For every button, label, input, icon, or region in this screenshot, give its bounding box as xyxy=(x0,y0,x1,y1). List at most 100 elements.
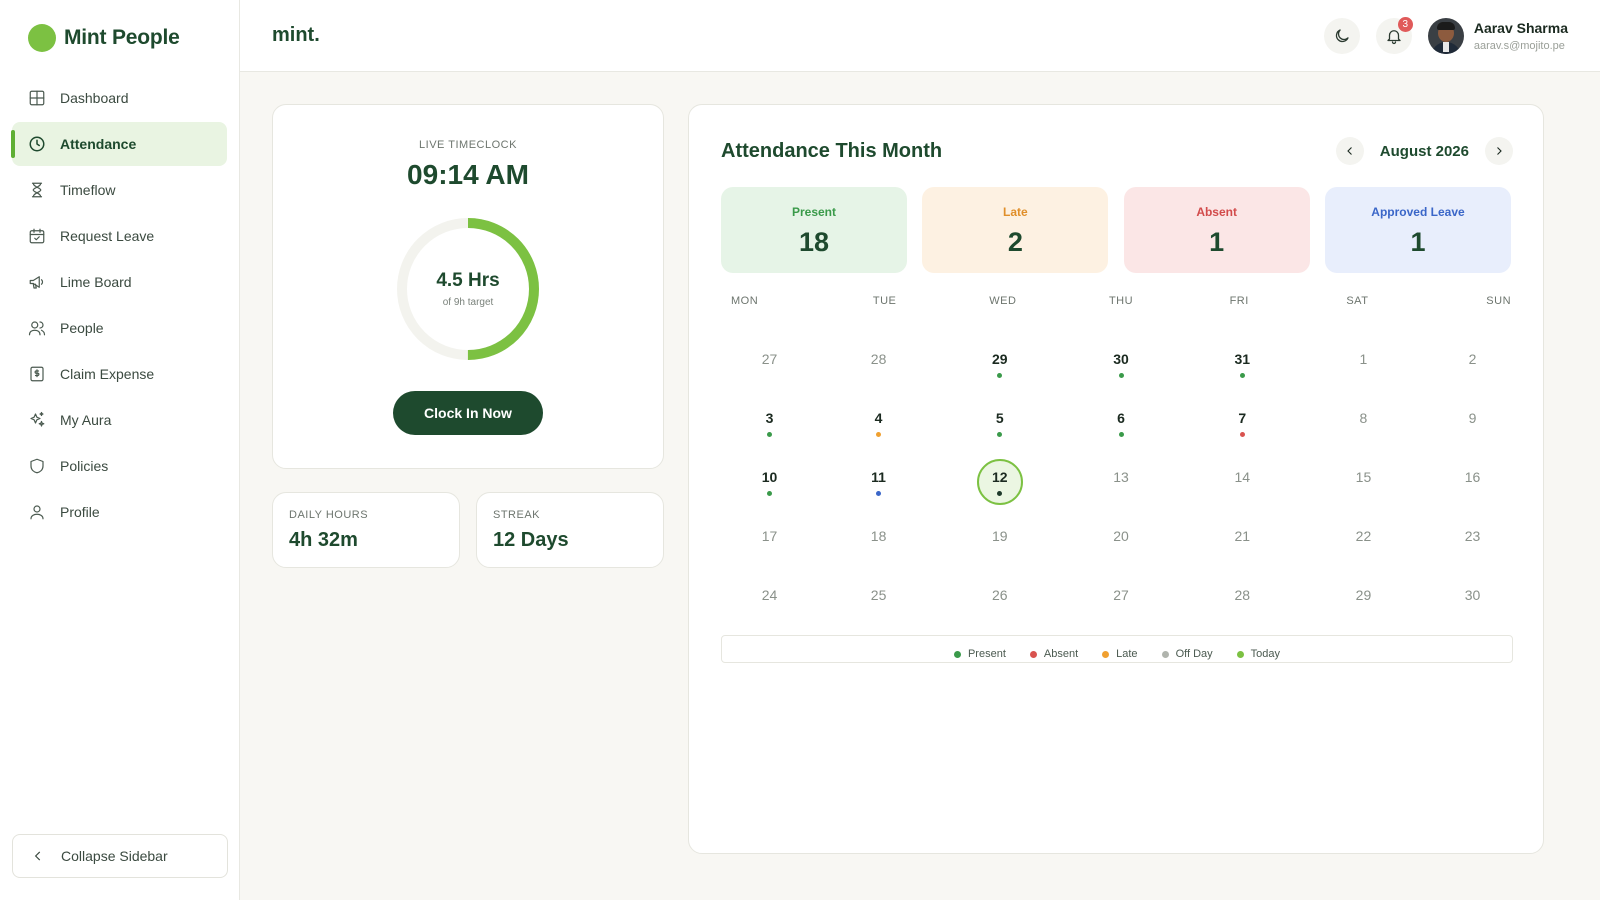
sidebar-item-request-leave[interactable]: Request Leave xyxy=(12,214,227,258)
sidebar-item-my-aura[interactable]: My Aura xyxy=(12,398,227,442)
calendar-day[interactable]: 9 xyxy=(1424,394,1521,453)
brand[interactable]: Mint People xyxy=(0,0,239,76)
day-number: 23 xyxy=(1464,528,1481,544)
calendar-day[interactable]: 20 xyxy=(1060,512,1181,571)
status-dot-empty xyxy=(1361,550,1366,555)
calendar-day[interactable]: 13 xyxy=(1060,453,1181,512)
calendar-day[interactable]: 16 xyxy=(1424,453,1521,512)
calendar-day[interactable]: 14 xyxy=(1182,453,1303,512)
calendar-day[interactable]: 15 xyxy=(1303,453,1424,512)
sidebar-item-claim-expense[interactable]: Claim Expense xyxy=(12,352,227,396)
day-number: 29 xyxy=(992,351,1008,367)
day-number: 26 xyxy=(992,587,1008,603)
calendar-day[interactable]: 4 xyxy=(818,394,939,453)
legend-item: Absent xyxy=(1029,648,1078,660)
weekday-label: SUN xyxy=(1486,295,1512,307)
status-dot-empty xyxy=(1470,550,1475,555)
calendar-day[interactable]: 23 xyxy=(1424,512,1521,571)
calendar-day[interactable]: 1 xyxy=(1303,335,1424,394)
calendar-day[interactable]: 18 xyxy=(818,512,939,571)
summary-value: 2 xyxy=(1007,227,1023,257)
calendar-day[interactable]: 25 xyxy=(818,571,939,630)
calendar-day[interactable]: 28 xyxy=(818,335,939,394)
sidebar-nav: Dashboard Attendance Timeflow Request Le… xyxy=(0,76,239,534)
legend-dot xyxy=(1236,650,1244,658)
calendar-day[interactable]: 3 xyxy=(721,394,818,453)
avatar xyxy=(1427,17,1464,54)
calendar-day[interactable]: 6 xyxy=(1060,394,1181,453)
calendar-day[interactable]: 27 xyxy=(721,335,818,394)
legend-item: Present xyxy=(953,648,1006,660)
day-number: 5 xyxy=(995,410,1004,426)
calendar-day[interactable]: 24 xyxy=(721,571,818,630)
calendar-day[interactable]: 21 xyxy=(1182,512,1303,571)
status-dot-empty xyxy=(1240,491,1245,496)
sidebar-item-dashboard[interactable]: Dashboard xyxy=(12,76,227,120)
calendar-week-row: 24 25 26 27 28 29 30 xyxy=(721,571,1521,630)
sidebar-item-policies[interactable]: Policies xyxy=(12,444,227,488)
theme-toggle-button[interactable] xyxy=(1323,17,1360,54)
user-menu[interactable]: Aarav Sharma aarav.s@mojito.pe xyxy=(1427,17,1568,54)
header-logo[interactable]: mint. xyxy=(272,24,320,46)
status-dot-empty xyxy=(876,373,881,378)
weekday-label: TUE xyxy=(872,295,897,307)
status-dot-empty xyxy=(1119,550,1124,555)
calendar-day[interactable]: 2 xyxy=(1424,335,1521,394)
day-number: 22 xyxy=(1355,528,1372,544)
calendar-day[interactable]: 22 xyxy=(1303,512,1424,571)
calendar-day[interactable]: 30 xyxy=(1060,335,1181,394)
status-dot-empty xyxy=(1470,609,1475,614)
day-number: 12 xyxy=(992,469,1008,485)
calendar-day[interactable]: 19 xyxy=(939,512,1060,571)
weekday-label: SAT xyxy=(1346,295,1369,307)
calendar-day[interactable]: 29 xyxy=(1303,571,1424,630)
status-dot-empty xyxy=(1361,373,1366,378)
calendar-day[interactable]: 5 xyxy=(939,394,1060,453)
calendar-day[interactable]: 27 xyxy=(1060,571,1181,630)
calendar-day[interactable]: 8 xyxy=(1303,394,1424,453)
calendar-day[interactable]: 31 xyxy=(1182,335,1303,394)
previous-month-button[interactable] xyxy=(1335,137,1364,165)
calendar-day[interactable]: 17 xyxy=(721,512,818,571)
weekday-label: MON xyxy=(731,295,759,307)
status-dot xyxy=(1239,432,1245,437)
sidebar-item-profile[interactable]: Profile xyxy=(12,490,227,534)
sidebar-item-people[interactable]: People xyxy=(12,306,227,350)
status-dot-empty xyxy=(997,609,1002,614)
calendar-day[interactable]: 26 xyxy=(939,571,1060,630)
daily-hours-card: DAILY HOURS 4h 32m xyxy=(272,492,460,568)
day-number: 3 xyxy=(765,410,774,426)
sidebar-item-timeflow[interactable]: Timeflow xyxy=(12,168,227,212)
clock-in-button[interactable]: Clock In Now xyxy=(393,391,543,435)
summary-absent: Absent 1 xyxy=(1123,187,1310,273)
calendar-day[interactable]: 11 xyxy=(818,453,939,512)
calendar-day[interactable]: 28 xyxy=(1182,571,1303,630)
day-number: 31 xyxy=(1234,351,1251,367)
chevron-left-icon xyxy=(34,851,41,861)
calendar-day[interactable]: 29 xyxy=(939,335,1060,394)
day-number: 25 xyxy=(870,587,887,603)
status-dot xyxy=(1239,373,1245,378)
day-number: 21 xyxy=(1234,528,1251,544)
weekday-label: WED xyxy=(989,295,1017,307)
sidebar-item-label: Timeflow xyxy=(60,182,116,198)
day-number: 16 xyxy=(1464,469,1481,485)
sidebar-item-lime-board[interactable]: Lime Board xyxy=(12,260,227,304)
day-number: 29 xyxy=(1355,587,1372,603)
collapse-sidebar-button[interactable]: Collapse Sidebar xyxy=(12,834,228,878)
status-dot xyxy=(876,491,882,496)
moon-icon xyxy=(1335,28,1349,42)
calendar-day[interactable]: 30 xyxy=(1424,571,1521,630)
next-month-button[interactable] xyxy=(1485,137,1513,165)
calendar-day-today[interactable]: 12 xyxy=(939,453,1060,512)
status-dot-empty xyxy=(1361,491,1366,496)
sidebar-item-attendance[interactable]: Attendance xyxy=(11,122,227,166)
notifications-button[interactable]: 3 xyxy=(1375,16,1413,54)
clock-icon xyxy=(28,135,46,153)
calendar-day[interactable]: 7 xyxy=(1182,394,1303,453)
chevron-left-icon xyxy=(1347,147,1352,155)
sidebar: Mint People Dashboard Attendance Timeflo… xyxy=(0,0,240,900)
calendar-day[interactable]: 10 xyxy=(721,453,818,512)
status-dot xyxy=(1118,373,1124,378)
attendance-calendar-card: Attendance This Month August 2026 Presen… xyxy=(688,104,1544,854)
